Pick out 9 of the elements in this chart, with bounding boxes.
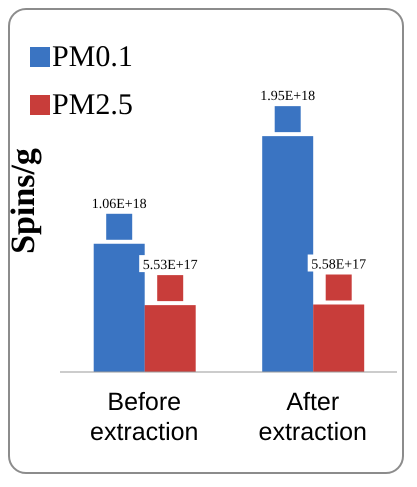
data-label: 1.95E+18 xyxy=(260,89,316,104)
legend-label: PM0.1 xyxy=(52,40,133,74)
data-label: 5.53E+17 xyxy=(142,258,198,274)
y-axis-title: Spins/g xyxy=(5,148,42,254)
x-tick-label: Before extraction xyxy=(90,388,198,446)
data-label: 1.06E+18 xyxy=(92,196,147,212)
x-tick-label: After extraction xyxy=(258,388,367,446)
data-label: 5.58E+17 xyxy=(311,258,366,273)
legend-label: PM2.5 xyxy=(52,88,133,122)
